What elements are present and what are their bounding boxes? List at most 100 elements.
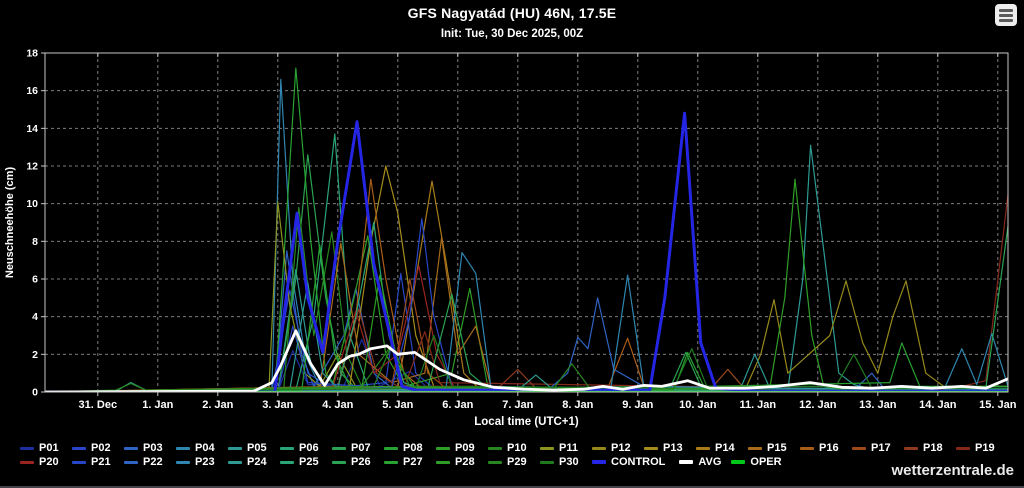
legend-swatch-p10 — [488, 446, 502, 450]
legend-item-p21: P21 — [72, 456, 124, 468]
series-P23 — [45, 252, 1008, 392]
bottom-divider — [0, 486, 1024, 488]
legend-label: P01 — [39, 442, 59, 454]
legend-swatch-control — [592, 460, 606, 464]
menu-button[interactable] — [995, 4, 1017, 26]
legend-label: P17 — [871, 442, 891, 454]
legend-swatch-p16 — [800, 446, 814, 450]
series-P16 — [45, 178, 1008, 392]
x-tick-label: 3. Jan — [262, 399, 293, 411]
series-P28 — [45, 178, 1008, 392]
legend-swatch-p25 — [280, 460, 294, 464]
legend-swatch-p28 — [436, 460, 450, 464]
legend-item-p11: P11 — [540, 442, 592, 454]
legend-label: P13 — [663, 442, 683, 454]
legend-item-p16: P16 — [800, 442, 852, 454]
x-tick-label: 7. Jan — [502, 399, 533, 411]
legend-item-p22: P22 — [124, 456, 176, 468]
legend-swatch-p20 — [20, 460, 34, 464]
x-tick-label: 13. Jan — [859, 399, 897, 411]
series-P07 — [45, 154, 1008, 392]
legend-swatch-p03 — [124, 446, 138, 450]
legend-item-p03: P03 — [124, 442, 176, 454]
legend-label: P16 — [819, 442, 839, 454]
legend-item-avg: AVG — [679, 456, 731, 468]
legend-label: CONTROL — [611, 456, 666, 468]
legend-item-p17: P17 — [852, 442, 904, 454]
series-P27 — [45, 244, 1008, 392]
legend-swatch-p22 — [124, 460, 138, 464]
chart-legend: P01 P02 P03 P04 P05 P06 P07 P08 P09 P10 P11 P12 P13 P… — [20, 441, 1010, 469]
legend-item-oper: OPER — [731, 456, 782, 468]
legend-item-p07: P07 — [332, 442, 384, 454]
legend-label: P25 — [299, 456, 319, 468]
series-P05 — [45, 144, 1008, 392]
init-subtitle: Init: Tue, 30 Dec 2025, 00Z — [440, 28, 584, 40]
legend-label: P06 — [299, 442, 319, 454]
legend-label: P23 — [195, 456, 215, 468]
series-P22 — [45, 297, 1008, 392]
legend-label: P12 — [611, 442, 631, 454]
legend-swatch-oper — [731, 460, 746, 464]
y-tick-label: 10 — [26, 198, 38, 210]
legend-label: P14 — [715, 442, 735, 454]
series-P03 — [45, 250, 1008, 392]
legend-item-p27: P27 — [384, 456, 436, 468]
series-P10 — [45, 206, 1008, 392]
legend-swatch-p07 — [332, 446, 346, 450]
series-AVG — [45, 329, 1008, 392]
legend-swatch-p04 — [176, 446, 190, 450]
y-tick-label: 4 — [32, 311, 38, 323]
legend-item-p28: P28 — [436, 456, 488, 468]
series-P19 — [45, 194, 1008, 392]
legend-item-p29: P29 — [488, 456, 540, 468]
legend-label: P19 — [975, 442, 995, 454]
legend-label: P05 — [247, 442, 267, 454]
site-link[interactable]: wetterzentrale.de — [891, 462, 1014, 479]
x-tick-label: 4. Jan — [322, 399, 353, 411]
legend-label: P24 — [247, 456, 267, 468]
legend-item-p04: P04 — [176, 442, 228, 454]
series-P21 — [45, 218, 1008, 392]
legend-label: AVG — [698, 456, 722, 468]
legend-label: P02 — [91, 442, 111, 454]
legend-swatch-avg — [679, 460, 694, 464]
y-tick-label: 8 — [32, 236, 38, 248]
y-tick-label: 2 — [32, 349, 38, 361]
x-tick-label: 15. Jan — [979, 399, 1017, 411]
legend-item-p18: P18 — [904, 442, 956, 454]
legend-item-p06: P06 — [280, 442, 332, 454]
legend-swatch-p02 — [72, 446, 86, 450]
legend-label: P09 — [455, 442, 475, 454]
x-tick-label: 5. Jan — [382, 399, 413, 411]
legend-swatch-p21 — [72, 460, 86, 464]
legend-item-p24: P24 — [228, 456, 280, 468]
legend-label: P10 — [507, 442, 527, 454]
series-P26 — [45, 226, 1008, 392]
series-P06 — [45, 133, 1008, 392]
y-tick-label: 0 — [32, 387, 38, 399]
legend-item-p23: P23 — [176, 456, 228, 468]
x-tick-label: 31. Dec — [79, 399, 118, 411]
legend-item-p13: P13 — [644, 442, 696, 454]
x-tick-label: 6. Jan — [442, 399, 473, 411]
legend-label: P26 — [351, 456, 371, 468]
series-P29 — [45, 344, 1008, 392]
series-P17 — [45, 278, 1008, 392]
legend-swatch-p05 — [228, 446, 242, 450]
series-P24 — [45, 282, 1008, 392]
legend-label: P08 — [403, 442, 423, 454]
series-P02 — [45, 272, 1008, 392]
legend-item-p10: P10 — [488, 442, 540, 454]
legend-item-p14: P14 — [696, 442, 748, 454]
legend-label: P15 — [767, 442, 787, 454]
legend-item-p08: P08 — [384, 442, 436, 454]
legend-item-p12: P12 — [592, 442, 644, 454]
legend-label: P04 — [195, 442, 215, 454]
legend-swatch-p15 — [748, 446, 762, 450]
legend-swatch-p19 — [956, 446, 970, 450]
ensemble-chart: 31. Dec 1. Jan 2. Jan 3. Jan 4. Jan 5. Jan 6. … — [4, 48, 1017, 429]
series-P14 — [45, 180, 1008, 392]
legend-item-p30: P30 — [540, 456, 592, 468]
